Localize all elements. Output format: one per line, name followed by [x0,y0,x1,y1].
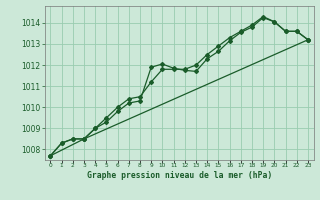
X-axis label: Graphe pression niveau de la mer (hPa): Graphe pression niveau de la mer (hPa) [87,171,272,180]
